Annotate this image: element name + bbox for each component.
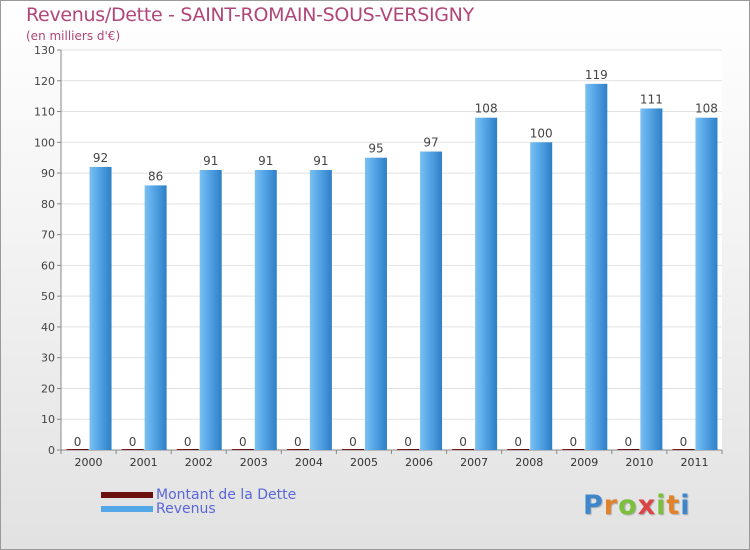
data-label-revenus: 100 xyxy=(530,126,553,140)
bar-dette xyxy=(617,449,640,450)
legend-label-dette: Montant de la Dette xyxy=(156,487,297,503)
x-tick-label: 2009 xyxy=(570,456,598,469)
data-label-dette: 0 xyxy=(184,435,192,449)
x-tick-label: 2006 xyxy=(405,456,433,469)
data-label-revenus: 108 xyxy=(695,102,718,116)
y-tick-label: 30 xyxy=(41,352,55,365)
chart-subtitle: (en milliers d'€) xyxy=(26,29,121,43)
bar-dette xyxy=(562,449,585,450)
bar-revenus xyxy=(89,166,112,450)
x-tick-label: 2005 xyxy=(350,456,378,469)
bar-revenus xyxy=(309,170,332,450)
logo-letter: o xyxy=(618,490,638,521)
data-label-dette: 0 xyxy=(239,435,247,449)
data-label-dette: 0 xyxy=(514,435,522,449)
data-label-dette: 0 xyxy=(294,435,302,449)
bar-dette xyxy=(66,449,89,450)
data-label-dette: 0 xyxy=(625,435,633,449)
plot-area xyxy=(61,50,722,450)
logo-letter: x xyxy=(637,490,657,521)
bar-revenus xyxy=(364,157,387,450)
bar-dette xyxy=(121,449,144,450)
data-label-revenus: 95 xyxy=(368,142,383,156)
x-tick-label: 2004 xyxy=(295,456,323,469)
data-label-revenus: 97 xyxy=(423,136,438,150)
bar-revenus xyxy=(585,83,608,450)
data-label-dette: 0 xyxy=(680,435,688,449)
logo-letter: r xyxy=(603,490,619,521)
legend-item-revenus: Revenus xyxy=(101,501,216,517)
bar-dette xyxy=(231,449,254,450)
logo-letter: P xyxy=(583,490,604,521)
x-tick-label: 2002 xyxy=(185,456,213,469)
x-tick-label: 2003 xyxy=(240,456,268,469)
bar-revenus xyxy=(530,142,553,451)
y-tick-label: 10 xyxy=(41,413,55,426)
data-label-dette: 0 xyxy=(349,435,357,449)
x-tick-label: 2011 xyxy=(680,456,708,469)
data-label-revenus: 86 xyxy=(148,169,163,183)
logo-letter: i xyxy=(680,490,691,521)
data-label-dette: 0 xyxy=(404,435,412,449)
bar-dette xyxy=(286,449,309,450)
bar-revenus xyxy=(475,117,498,450)
legend-swatch-revenus xyxy=(101,506,153,512)
logo-letter: i xyxy=(656,490,667,521)
legend-label-revenus: Revenus xyxy=(156,501,216,517)
proxiti-logo: Proxiti xyxy=(583,490,691,521)
bar-revenus xyxy=(640,108,663,450)
bar-revenus xyxy=(199,170,222,450)
bar-dette xyxy=(672,449,695,450)
x-tick-label: 2000 xyxy=(75,456,103,469)
y-tick-label: 110 xyxy=(34,106,55,119)
y-tick-label: 80 xyxy=(41,198,55,211)
legend-swatch-dette xyxy=(101,492,153,498)
data-label-revenus: 91 xyxy=(203,154,218,168)
data-label-revenus: 91 xyxy=(313,154,328,168)
y-tick-label: 90 xyxy=(41,167,55,180)
x-tick-label: 2010 xyxy=(625,456,653,469)
bar-dette xyxy=(507,449,530,450)
data-label-dette: 0 xyxy=(129,435,137,449)
bar-revenus xyxy=(144,185,167,450)
bar-revenus xyxy=(695,117,718,450)
y-tick-label: 100 xyxy=(34,136,55,149)
y-tick-label: 20 xyxy=(41,382,55,395)
bar-dette xyxy=(452,449,475,450)
y-tick-label: 120 xyxy=(34,75,55,88)
bar-revenus xyxy=(254,170,277,450)
y-tick-label: 50 xyxy=(41,290,55,303)
data-label-dette: 0 xyxy=(569,435,577,449)
x-tick-label: 2001 xyxy=(130,456,158,469)
y-tick-label: 40 xyxy=(41,321,55,334)
logo-letter: t xyxy=(666,490,681,521)
bar-revenus xyxy=(420,151,443,451)
x-tick-label: 2008 xyxy=(515,456,543,469)
legend-item-dette: Montant de la Dette xyxy=(101,487,296,503)
data-label-revenus: 91 xyxy=(258,154,273,168)
x-tick-label: 2007 xyxy=(460,456,488,469)
bar-dette xyxy=(397,449,420,450)
y-tick-label: 130 xyxy=(34,44,55,57)
data-label-dette: 0 xyxy=(459,435,467,449)
bar-dette xyxy=(341,449,364,450)
y-tick-label: 70 xyxy=(41,229,55,242)
y-tick-label: 60 xyxy=(41,259,55,272)
y-tick-label: 0 xyxy=(48,444,55,457)
data-label-dette: 0 xyxy=(74,435,82,449)
data-label-revenus: 119 xyxy=(585,68,608,82)
data-label-revenus: 111 xyxy=(640,92,663,106)
bar-dette xyxy=(176,449,199,450)
data-label-revenus: 108 xyxy=(475,102,498,116)
chart-title: Revenus/Dette - SAINT-ROMAIN-SOUS-VERSIG… xyxy=(26,4,474,26)
data-label-revenus: 92 xyxy=(93,151,108,165)
